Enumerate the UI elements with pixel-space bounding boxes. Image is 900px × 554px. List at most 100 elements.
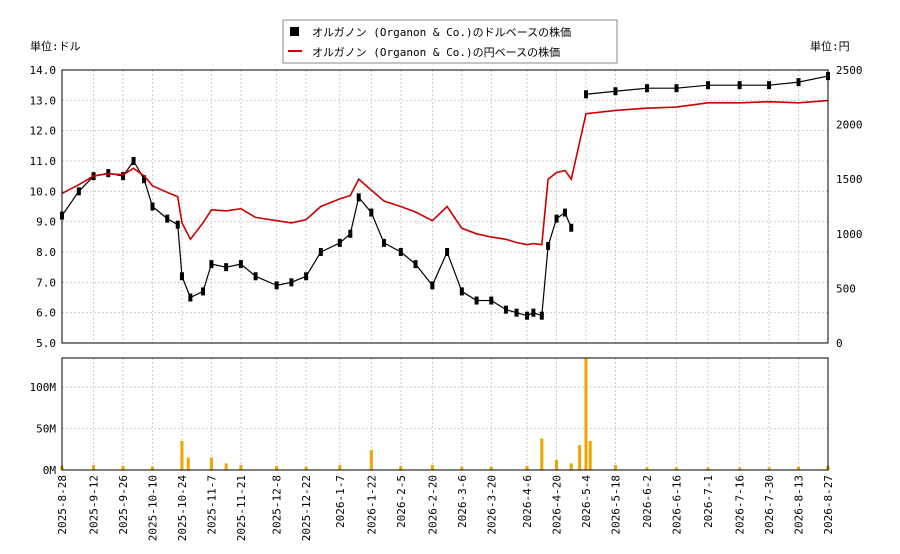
x-tick-label: 2025-9-12 — [88, 475, 101, 535]
usd-price-segment — [78, 175, 94, 192]
volume-axis-ticks: 0M 50M 100M — [30, 381, 57, 477]
x-tick-label: 2026-6-2 — [641, 475, 654, 528]
left-tick-label: 14.0 — [30, 64, 57, 77]
left-tick-label: 12.0 — [30, 125, 57, 138]
usd-price-segment — [431, 251, 448, 286]
usd-price-segment — [585, 90, 616, 95]
usd-price-segment — [490, 300, 507, 311]
usd-price-segment — [505, 309, 517, 314]
x-tick-label: 2026-2-20 — [426, 475, 439, 535]
right-axis-ticks: 0 500 1000 1500 2000 2500 — [836, 64, 863, 350]
volume-bar — [489, 466, 493, 470]
usd-price-segment — [516, 312, 528, 317]
volume-tick-label: 100M — [30, 381, 57, 394]
x-tick-label: 2026-4-6 — [521, 475, 534, 528]
usd-price-segment — [255, 275, 277, 286]
volume-bar — [540, 438, 544, 470]
volume-bar — [338, 465, 342, 470]
left-tick-label: 10.0 — [30, 185, 57, 198]
volume-bar — [186, 457, 190, 470]
right-tick-label: 2500 — [836, 64, 863, 77]
price-panel-grid — [61, 69, 829, 344]
volume-bar — [706, 467, 710, 470]
x-tick-label: 2026-2-5 — [395, 475, 408, 528]
legend-usd-label: オルガノン (Organon & Co.)のドルベースの株価 — [312, 25, 571, 39]
x-tick-label: 2026-5-18 — [609, 475, 622, 535]
right-tick-label: 2000 — [836, 119, 863, 132]
usd-price-segment — [226, 263, 241, 268]
jpy-price-line — [61, 99, 829, 246]
volume-bar — [399, 465, 403, 470]
x-tick-label: 2026-1-22 — [365, 475, 378, 535]
legend-usd-marker — [290, 27, 299, 36]
usd-price-segment — [547, 218, 558, 247]
x-tick-label: 2025-12-22 — [300, 475, 313, 541]
x-tick-label: 2025-10-10 — [146, 475, 159, 541]
volume-bar — [92, 465, 96, 470]
right-tick-label: 0 — [836, 337, 843, 350]
volume-bar — [674, 467, 678, 470]
volume-panel-grid — [61, 358, 829, 471]
volume-bars — [60, 358, 830, 470]
usd-price-segment — [798, 75, 829, 83]
left-tick-label: 9.0 — [36, 216, 56, 229]
usd-price-segment — [305, 251, 322, 277]
usd-price-segment — [166, 218, 179, 226]
usd-price-segment — [564, 212, 572, 228]
usd-price-segment — [461, 290, 477, 302]
left-tick-label: 13.0 — [30, 94, 57, 107]
left-tick-label: 7.0 — [36, 276, 56, 289]
left-tick-label: 6.0 — [36, 307, 56, 320]
volume-bar — [460, 466, 464, 470]
usd-price-segment — [276, 281, 292, 286]
x-tick-label: 2025-11-21 — [235, 475, 248, 541]
usd-price-segment — [320, 242, 341, 253]
usd-price-segment — [676, 84, 709, 89]
right-tick-label: 1000 — [836, 228, 863, 241]
x-axis-ticks: 2025-8-28 2025-9-12 2025-9-26 2025-10-10 202… — [56, 475, 835, 542]
volume-bar — [150, 466, 154, 470]
left-axis-ticks: 5.0 6.0 7.0 8.0 9.0 10.0 11.0 12.0 13.0 14.0 — [30, 64, 57, 350]
x-tick-label: 2026-3-20 — [485, 475, 498, 535]
usd-price-segment — [415, 263, 433, 286]
usd-price-segment — [177, 224, 183, 277]
volume-bar — [275, 465, 279, 470]
usd-price-segment — [133, 160, 145, 180]
x-tick-label: 2026-7-1 — [702, 475, 715, 528]
volume-bar — [525, 465, 529, 470]
usd-price-segment — [181, 276, 191, 298]
x-tick-label: 2025-11-7 — [205, 475, 218, 535]
volume-bar — [430, 465, 434, 470]
volume-bar — [584, 358, 588, 470]
price-panel-frame — [61, 69, 829, 344]
volume-panel-frame — [61, 357, 829, 471]
volume-bar — [180, 440, 184, 470]
usd-price-segment — [615, 87, 648, 92]
usd-price-segment — [446, 251, 463, 292]
volume-bar — [555, 460, 559, 470]
usd-price-segment — [61, 190, 80, 216]
legend-jpy-label: オルガノン (Organon & Co.)の円ベースの株価 — [312, 45, 560, 59]
volume-bar — [369, 450, 373, 470]
x-tick-label: 2025-10-24 — [176, 475, 189, 542]
volume-bar — [578, 445, 582, 470]
left-tick-label: 11.0 — [30, 155, 57, 168]
volume-tick-label: 50M — [36, 423, 56, 436]
left-tick-label: 8.0 — [36, 246, 56, 259]
usd-price-segment — [339, 233, 351, 244]
x-tick-label: 2025-8-28 — [56, 475, 69, 535]
legend: オルガノン (Organon & Co.)のドルベースの株価 オルガノン (Or… — [282, 19, 618, 64]
usd-price-segment — [349, 197, 360, 234]
usd-price-segment — [358, 197, 372, 213]
x-tick-label: 2026-7-30 — [763, 475, 776, 535]
right-tick-label: 1500 — [836, 173, 863, 186]
x-tick-label: 2026-6-16 — [670, 475, 683, 535]
usd-price-segment — [383, 242, 402, 253]
volume-bar — [209, 457, 213, 470]
usd-price-segment — [240, 263, 256, 277]
usd-price-segment — [152, 206, 168, 220]
volume-bar — [738, 467, 742, 470]
usd-price-segment — [211, 263, 227, 268]
